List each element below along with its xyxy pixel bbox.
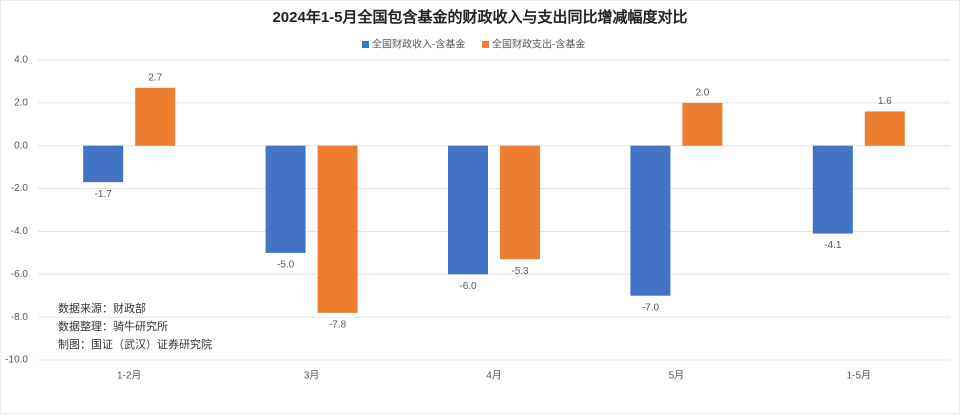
- bar: [265, 145, 306, 253]
- bar: [812, 145, 853, 234]
- bar: [864, 111, 905, 146]
- legend-label: 全国财政支出-含基金: [492, 38, 585, 51]
- bar: [682, 102, 723, 146]
- y-tick-label: -10.0: [5, 355, 28, 366]
- value-label: -1.7: [95, 189, 113, 200]
- value-label: -5.0: [277, 259, 295, 270]
- y-tick-label: 4.0: [14, 55, 28, 66]
- x-tick-label: 5月: [669, 370, 685, 382]
- annotation: 数据来源：财政部: [58, 301, 146, 315]
- bar: [500, 145, 540, 260]
- bar: [448, 145, 488, 275]
- annotation: 数据整理：骑牛研究所: [58, 319, 168, 333]
- y-tick-label: -4.0: [11, 226, 29, 237]
- value-label: -7.8: [329, 319, 347, 330]
- x-tick-label: 4月: [486, 370, 502, 382]
- legend-swatch: [482, 41, 489, 48]
- value-label: 2.7: [148, 72, 162, 83]
- bar: [630, 145, 671, 296]
- chart-title: 2024年1-5月全国包含基金的财政收入与支出同比增减幅度对比: [272, 8, 687, 26]
- value-label: -7.0: [642, 302, 660, 313]
- y-tick-label: -6.0: [11, 269, 29, 280]
- value-label: -5.3: [511, 266, 529, 277]
- x-tick-label: 3月: [304, 370, 320, 382]
- x-tick-label: 1-2月: [117, 370, 141, 382]
- y-tick-label: 2.0: [14, 97, 28, 108]
- legend-swatch: [362, 41, 369, 48]
- bar: [317, 145, 358, 313]
- annotation: 制图：国证（武汉）证券研究院: [58, 337, 212, 351]
- legend-label: 全国财政收入-含基金: [372, 38, 465, 51]
- x-tick-label: 1-5月: [847, 370, 871, 382]
- y-tick-label: -8.0: [11, 312, 29, 323]
- value-label: 1.6: [878, 96, 892, 107]
- value-label: 2.0: [695, 87, 709, 98]
- value-label: -6.0: [459, 281, 477, 292]
- bar: [83, 145, 124, 183]
- value-label: -4.1: [824, 240, 842, 251]
- y-tick-label: -2.0: [11, 183, 29, 194]
- y-tick-label: 0.0: [14, 140, 28, 151]
- bar: [135, 87, 176, 146]
